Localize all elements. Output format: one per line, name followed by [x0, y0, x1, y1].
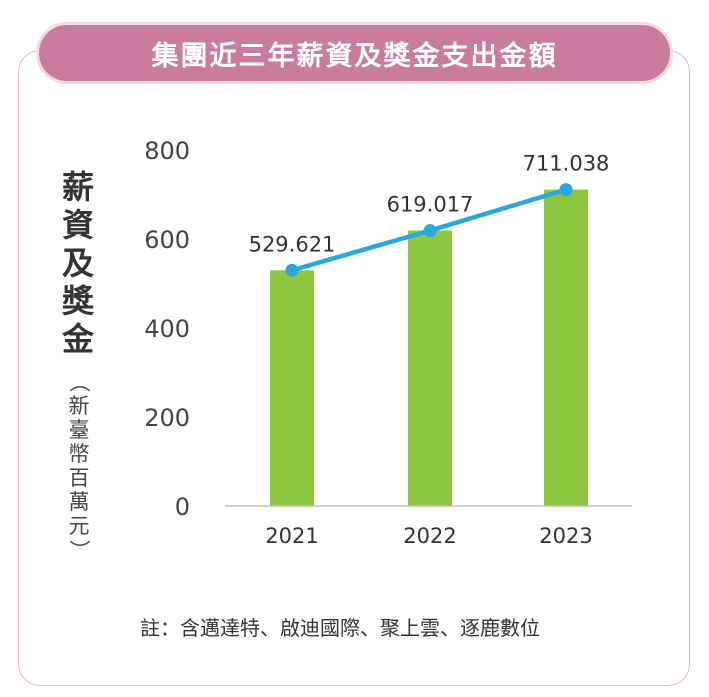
y-axis-unit-char: 幣 [68, 442, 90, 466]
bar [270, 270, 314, 506]
y-axis-unit: （ 新 臺 幣 百 萬 元 ） [62, 370, 96, 562]
data-label: 529.621 [249, 232, 336, 256]
x-tick-label: 2022 [403, 524, 456, 548]
y-axis-title-char: 及 [61, 244, 94, 282]
y-tick-label: 800 [144, 137, 190, 165]
y-axis-unit-char: 新 [68, 394, 90, 418]
bar [544, 189, 588, 507]
trend-point [559, 183, 573, 197]
bar [408, 230, 452, 507]
y-tick-label: 0 [175, 493, 190, 521]
y-tick-label: 600 [144, 226, 190, 254]
x-tick-label: 2023 [539, 524, 592, 548]
x-tick-label: 2021 [265, 524, 318, 548]
y-axis-unit-char: 百 [68, 466, 90, 490]
y-tick-label: 400 [144, 315, 190, 343]
y-axis-title-char: 金 [61, 320, 94, 358]
y-axis-title-char: 資 [61, 206, 94, 244]
data-label: 619.017 [387, 193, 474, 217]
trend-point [285, 263, 299, 277]
y-tick-label: 200 [144, 404, 190, 432]
chart-title: 集團近三年薪資及獎金支出金額 [151, 40, 558, 72]
y-axis-unit-char: 萬 [68, 490, 90, 514]
y-axis-unit-char: 臺 [68, 418, 90, 442]
y-axis-title-char: 獎 [61, 282, 94, 320]
y-axis-title-char: 薪 [61, 168, 94, 206]
footnote: 註：含邁達特、啟迪國際、聚上雲、逐鹿數位 [140, 616, 540, 640]
title-banner: 集團近三年薪資及獎金支出金額 [36, 22, 673, 84]
data-label: 711.038 [523, 152, 610, 176]
trend-point [423, 224, 437, 238]
y-axis-title: 薪 資 及 獎 金 [58, 168, 98, 358]
y-axis-unit-char: 元 [68, 514, 90, 538]
